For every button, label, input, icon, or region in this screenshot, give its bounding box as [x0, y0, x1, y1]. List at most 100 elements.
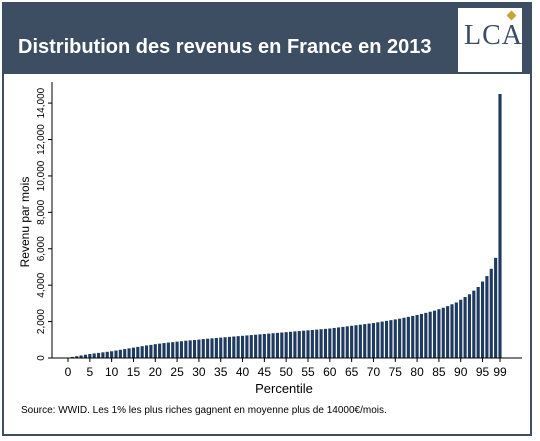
bar-percentile-80	[415, 315, 419, 358]
bar-percentile-8	[101, 352, 105, 358]
bar-percentile-29	[192, 339, 197, 358]
bar-percentile-86	[441, 307, 445, 358]
bar-percentile-65	[350, 325, 354, 358]
bar-percentile-10	[110, 351, 114, 358]
bar-percentile-31	[201, 339, 205, 358]
bar-percentile-36	[223, 337, 227, 358]
x-tick-label: 5	[86, 365, 93, 379]
bar-percentile-43	[254, 334, 258, 358]
x-tick-label: 40	[236, 365, 250, 379]
x-tick-label: 50	[280, 365, 294, 379]
y-axis-label: Revenu par mois	[18, 177, 32, 268]
bar-percentile-28	[188, 340, 192, 358]
bar-percentile-16	[136, 346, 140, 358]
y-tick-label: 12,000	[36, 124, 47, 155]
bar-percentile-58	[319, 329, 323, 358]
bar-percentile-87	[446, 306, 450, 358]
bar-percentile-81	[419, 313, 424, 358]
bar-percentile-25	[175, 341, 179, 358]
bar-percentile-32	[206, 338, 210, 358]
x-tick-label: 10	[105, 365, 119, 379]
bar-percentile-55	[306, 330, 310, 358]
bar-percentile-91	[463, 297, 467, 358]
x-tick-label: 35	[214, 365, 228, 379]
bars-group	[66, 94, 502, 358]
bar-percentile-5	[88, 353, 92, 358]
bar-percentile-37	[227, 336, 232, 358]
y-tick-label: 6,000	[36, 236, 47, 261]
x-axis-label: Percentile	[255, 381, 313, 396]
x-tick-label: 30	[192, 365, 206, 379]
x-tick-label: 65	[345, 365, 359, 379]
x-tick-label: 95	[476, 365, 490, 379]
bar-percentile-78	[406, 316, 410, 358]
bar-percentile-89	[454, 302, 458, 358]
bar-percentile-72	[380, 321, 384, 358]
bar-percentile-57	[315, 329, 319, 358]
bar-percentile-47	[271, 333, 275, 358]
bar-percentile-19	[149, 344, 153, 358]
bar-percentile-63	[341, 326, 345, 358]
bar-percentile-60	[328, 328, 332, 358]
bar-percentile-46	[267, 333, 271, 358]
chart-frame: Distribution des revenus en France en 20…	[2, 2, 532, 436]
bar-percentile-14	[127, 348, 131, 358]
bar-percentile-66	[354, 325, 358, 358]
bar-percentile-27	[184, 340, 188, 358]
bar-percentile-59	[323, 328, 328, 358]
bar-percentile-64	[345, 326, 349, 358]
bar-percentile-39	[236, 336, 240, 358]
bar-percentile-83	[428, 311, 432, 358]
bar-percentile-22	[162, 343, 166, 358]
bar-percentile-3	[79, 355, 83, 358]
bar-percentile-52	[293, 331, 297, 358]
bar-percentile-40	[240, 335, 245, 358]
bar-percentile-94	[476, 286, 480, 358]
bar-percentile-99	[498, 94, 502, 358]
bar-percentile-15	[131, 347, 136, 358]
bar-percentile-23	[166, 342, 170, 358]
bar-percentile-13	[123, 349, 127, 358]
bar-percentile-7	[96, 352, 101, 358]
bar-percentile-90	[459, 299, 463, 358]
bar-percentile-41	[245, 335, 249, 358]
bar-percentile-74	[389, 320, 393, 358]
x-tick-label: 85	[432, 365, 446, 379]
bar-percentile-11	[114, 350, 118, 358]
bar-percentile-12	[118, 349, 122, 358]
bar-percentile-56	[310, 329, 314, 358]
x-tick-label: 90	[454, 365, 468, 379]
bar-percentile-30	[197, 339, 201, 358]
chart-title: Distribution des revenus en France en 20…	[18, 36, 432, 58]
bar-percentile-71	[376, 322, 380, 358]
bar-percentile-98	[494, 257, 498, 358]
bar-percentile-61	[332, 327, 336, 358]
bar-percentile-35	[219, 337, 223, 358]
bar-percentile-79	[411, 315, 415, 358]
bar-percentile-20	[153, 344, 157, 358]
bar-percentile-17	[140, 346, 144, 358]
bar-percentile-53	[297, 331, 301, 358]
bar-percentile-33	[210, 338, 214, 358]
y-tick-label: 4,000	[36, 272, 47, 297]
bar-percentile-82	[424, 312, 428, 358]
lca-logo: LCA	[458, 8, 522, 72]
bar-percentile-70	[371, 323, 376, 358]
bar-percentile-38	[232, 336, 236, 358]
y-axis: 0 2,000 4,000 6,000 8,000 10,000 12,000 14,000	[36, 87, 52, 361]
x-tick-label: 99	[493, 365, 507, 379]
bar-percentile-44	[258, 334, 262, 358]
plot-axes-lines	[51, 82, 522, 359]
bar-percentile-85	[437, 309, 441, 358]
bar-percentile-68	[363, 324, 367, 358]
bar-percentile-54	[302, 330, 306, 358]
bar-percentile-96	[485, 276, 489, 358]
x-tick-label: 75	[389, 365, 403, 379]
y-tick-label: 2,000	[36, 309, 47, 334]
bar-percentile-1	[70, 356, 74, 358]
x-tick-label: 45	[258, 365, 272, 379]
bar-percentile-18	[144, 345, 149, 358]
bar-percentile-34	[214, 337, 218, 358]
bar-percentile-93	[472, 290, 476, 358]
bar-percentile-51	[288, 331, 293, 358]
